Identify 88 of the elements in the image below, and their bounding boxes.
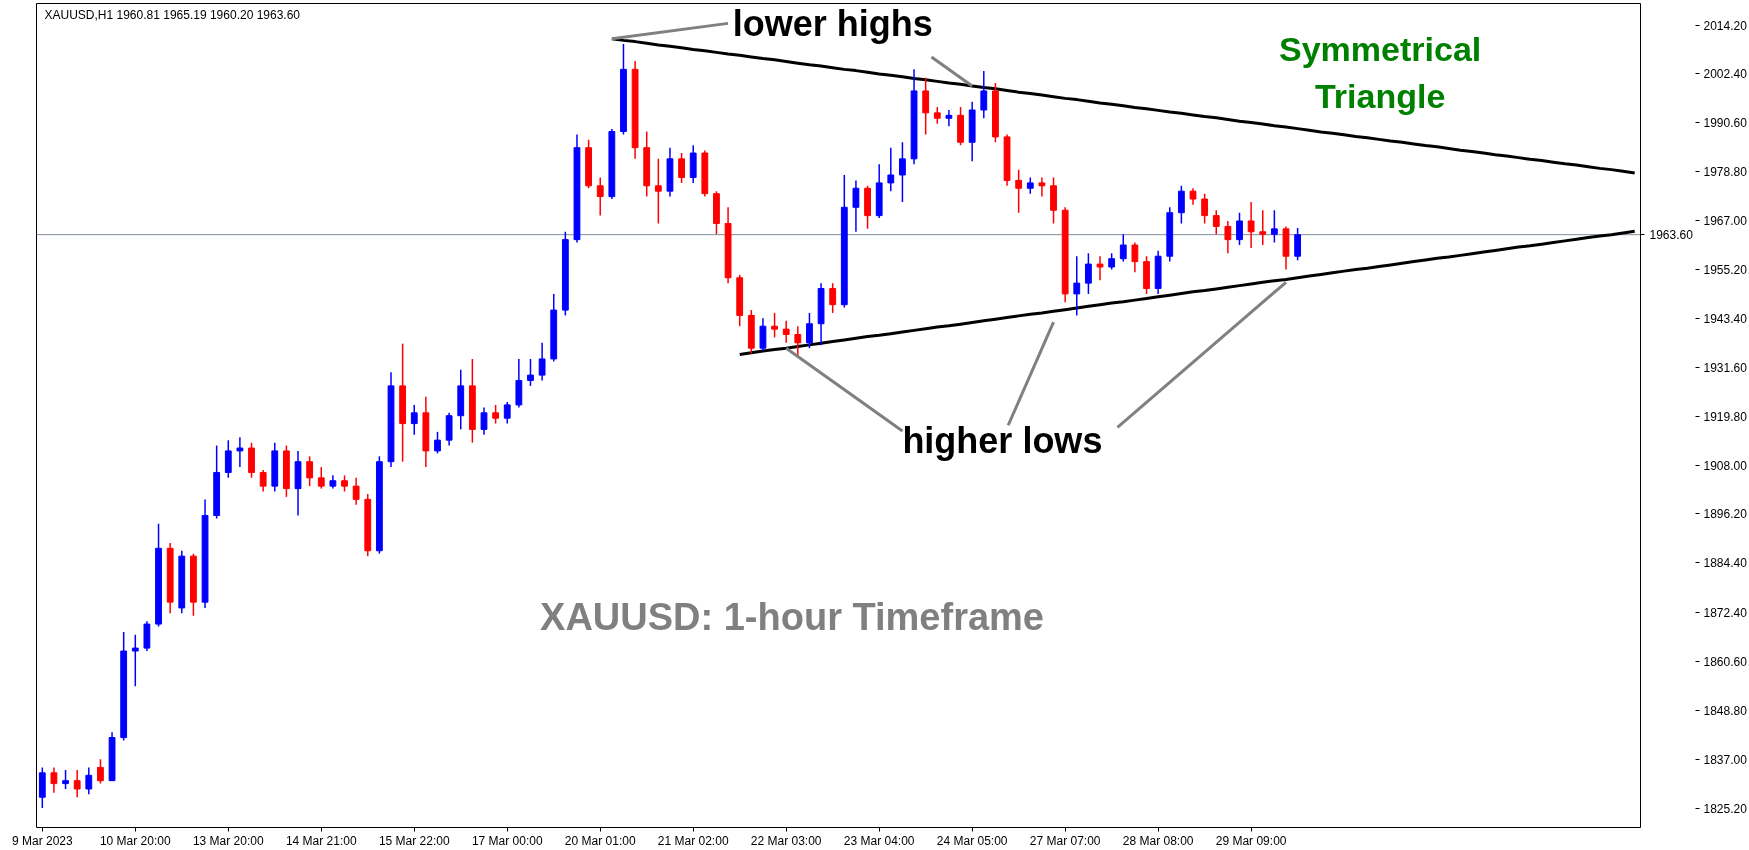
y-tick-label: 1848.80 — [1703, 703, 1748, 718]
x-tick-label: 28 Mar 08:00 — [1122, 833, 1194, 848]
candlestick — [899, 141, 906, 203]
candlestick — [410, 404, 418, 436]
y-tick-label: 1931.60 — [1703, 360, 1748, 375]
candlestick — [596, 176, 604, 217]
candlestick — [1259, 209, 1267, 246]
y-tick-label: 1825.20 — [1703, 801, 1748, 816]
y-tick-label: 1860.60 — [1703, 654, 1748, 669]
candlestick — [771, 312, 778, 339]
x-tick-label: 10 Mar 20:00 — [99, 833, 171, 848]
y-tick-label: 1978.80 — [1703, 165, 1748, 180]
candlestick — [1096, 255, 1104, 281]
x-tick-label: 23 Mar 04:00 — [843, 833, 915, 848]
candlestick — [1201, 192, 1209, 225]
candlestick — [224, 439, 232, 479]
x-tick-label: 13 Mar 20:00 — [192, 833, 264, 848]
candlestick — [922, 76, 930, 136]
y-tick-label: 1967.00 — [1703, 214, 1748, 229]
candlestick — [1224, 220, 1232, 255]
candlestick — [1236, 211, 1243, 246]
candlestick — [1084, 252, 1092, 295]
y-tick-label: 1908.00 — [1703, 458, 1748, 473]
candlestick — [1177, 185, 1185, 225]
y-tick-label: 1990.60 — [1703, 116, 1748, 131]
line-series — [738, 229, 1637, 356]
candlestick — [829, 282, 837, 314]
candlestick — [62, 769, 69, 790]
x-tick-label: 20 Mar 01:00 — [564, 833, 636, 848]
candlestick — [85, 766, 93, 796]
candlestick — [806, 312, 813, 349]
candlestick — [434, 431, 441, 455]
candlestick — [1119, 233, 1127, 263]
annotation: Symmetrical Triangle — [1279, 29, 1482, 116]
chart-title: XAUUSD,H1 1960.81 1965.19 1960.20 1963.60 — [44, 7, 301, 22]
candlestick — [492, 404, 500, 425]
candlestick — [1294, 227, 1302, 262]
candlestick — [480, 406, 488, 436]
y-tick-label: 2014.20 — [1703, 18, 1748, 33]
candlestick — [73, 769, 81, 799]
y-tick-label: 1943.40 — [1703, 311, 1748, 326]
candlestick — [1015, 168, 1023, 214]
candlestick — [1073, 255, 1081, 317]
y-tick-label: 1919.80 — [1703, 409, 1748, 424]
candlestick — [538, 342, 546, 382]
y-tick-label: 1884.40 — [1703, 556, 1748, 571]
candlestick — [945, 109, 953, 127]
candlestick — [236, 436, 244, 468]
x-tick-label: 9 Mar 2023 — [11, 833, 73, 848]
candlestick — [527, 358, 534, 387]
x-tick-label: 29 Mar 09:00 — [1215, 833, 1287, 848]
candlestick — [306, 455, 314, 487]
candlestick — [259, 469, 267, 493]
candlestick — [852, 179, 860, 233]
annotation: lower highs — [732, 2, 933, 44]
x-tick-label: 21 Mar 02:00 — [657, 833, 729, 848]
y-tick-label: 1896.20 — [1703, 507, 1748, 522]
annotation: higher lows — [902, 420, 1103, 462]
candlestick — [980, 70, 988, 120]
candlestick — [1247, 201, 1255, 249]
candlestick — [678, 152, 685, 184]
ref-line-label: 1963.60 — [1649, 228, 1694, 243]
y-tick-label: 1872.40 — [1703, 605, 1748, 620]
x-tick-label: 15 Mar 22:00 — [378, 833, 450, 848]
candlestick — [759, 317, 767, 352]
candlestick — [50, 766, 58, 794]
candlestick — [654, 158, 662, 225]
x-tick-label: 27 Mar 07:00 — [1029, 833, 1101, 848]
x-tick-label: 14 Mar 21:00 — [285, 833, 357, 848]
y-tick-label: 1837.00 — [1703, 752, 1748, 767]
x-tick-label: 24 Mar 05:00 — [936, 833, 1008, 848]
candlestick — [97, 758, 104, 785]
candlestick — [1212, 209, 1220, 235]
candlestick — [131, 634, 139, 687]
x-tick-label: 17 Mar 00:00 — [471, 833, 543, 848]
annotation: XAUUSD: 1-hour Timeframe — [540, 596, 1044, 639]
y-tick-label: 1955.20 — [1703, 262, 1748, 277]
y-tick-label: 2002.40 — [1703, 67, 1748, 82]
candlestick — [317, 466, 325, 490]
candlestick — [1131, 241, 1139, 274]
candlestick — [503, 401, 511, 425]
x-tick-label: 22 Mar 03:00 — [750, 833, 822, 848]
candlestick — [1270, 209, 1278, 244]
candlestick — [1038, 176, 1046, 198]
candlestick — [352, 477, 360, 506]
candlestick — [794, 325, 802, 357]
candlestick — [887, 146, 895, 192]
candlestick — [782, 320, 790, 344]
